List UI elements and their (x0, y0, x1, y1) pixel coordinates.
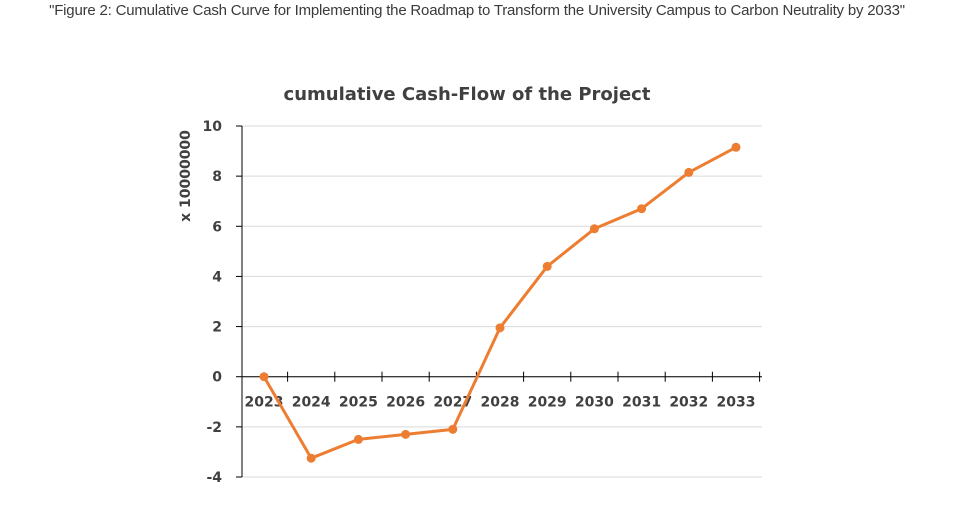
x-tick-label: 2030 (575, 395, 614, 411)
data-point (448, 424, 458, 434)
y-axis: -4 -2 0 2 4 6 8 10 (203, 119, 243, 486)
series-line (262, 145, 738, 460)
x-tick-label: 2031 (622, 395, 661, 411)
y-tick-label: 8 (212, 169, 222, 185)
y-axis-label: x 10000000 (178, 130, 194, 222)
data-point (353, 434, 363, 444)
x-axis: 2023 2024 2025 2026 2027 2028 2029 2030 2031 2032… (242, 371, 762, 411)
x-tick-label: 2025 (339, 395, 378, 411)
x-tick-label: 2028 (481, 395, 520, 411)
y-tick-label: 0 (212, 370, 222, 386)
y-tick-label: 6 (212, 219, 222, 235)
x-tick-label: 2033 (717, 395, 756, 411)
series-layer (259, 142, 741, 463)
y-tick-label: -4 (206, 470, 222, 486)
x-tick-label: 2023 (245, 395, 284, 411)
x-tick-label: 2029 (528, 395, 567, 411)
x-tick-label: 2024 (292, 395, 331, 411)
chart-title: cumulative Cash-Flow of the Project (284, 84, 651, 105)
y-tick-label: -2 (206, 420, 222, 436)
data-point (306, 453, 316, 463)
data-point (542, 261, 552, 271)
gridlines (242, 125, 762, 478)
data-point (495, 323, 505, 333)
data-point (589, 224, 599, 234)
figure-caption: "Figure 2: Cumulative Cash Curve for Imp… (49, 2, 905, 19)
data-point (684, 167, 694, 177)
data-point (401, 429, 411, 439)
y-tick-label: 10 (203, 119, 223, 135)
x-tick-label: 2032 (669, 395, 708, 411)
data-point (259, 372, 269, 382)
data-point (731, 142, 741, 152)
y-tick-label: 4 (212, 269, 222, 285)
data-point (637, 204, 647, 214)
x-tick-label: 2026 (386, 395, 425, 411)
y-tick-label: 2 (212, 320, 222, 336)
